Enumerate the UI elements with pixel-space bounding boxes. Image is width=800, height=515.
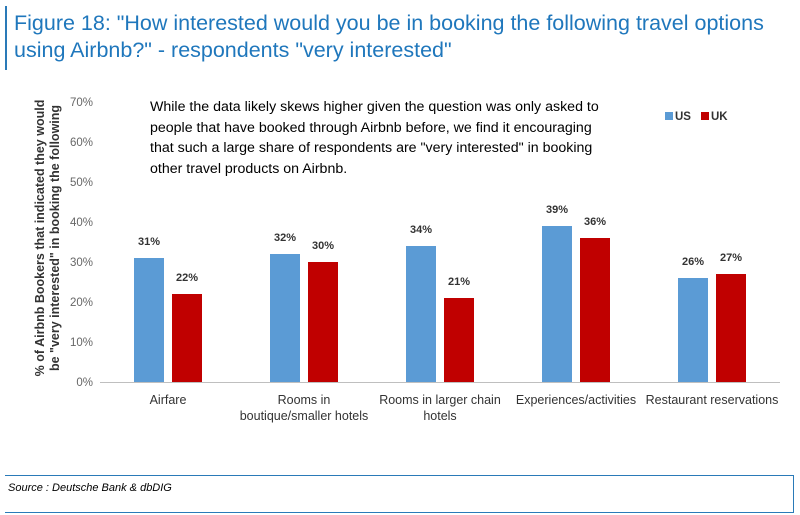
data-label-us: 39% [546,204,568,216]
source-note: Source : Deutsche Bank & dbDIG [8,482,172,494]
data-label-us: 32% [274,232,296,244]
bar-uk [444,298,474,382]
footer-frame-right [793,475,794,513]
bar-us [678,278,708,382]
footer-divider [5,475,794,476]
bar-us [406,246,436,382]
figure-title-line-1: Figure 18: "How interested would you be … [14,11,764,35]
data-label-us: 34% [410,224,432,236]
legend-swatch-us [665,112,673,120]
bar-us [270,254,300,382]
y-axis-title: be "very interested" in booking the foll… [48,105,62,371]
data-label-us: 31% [138,236,160,248]
x-category-label: boutique/smaller hotels [240,409,369,423]
data-label-uk: 30% [312,240,334,252]
footer-frame-bottom [5,512,794,513]
figure-title: Figure 18: "How interested would you be … [14,10,794,64]
y-tick-label: 0% [76,377,93,389]
y-axis-title: % of Airbnb Bookers that indicated they … [33,100,47,377]
legend-label-us: US [675,111,691,123]
data-label-uk: 27% [720,252,742,264]
x-category-label: Rooms in [278,393,331,407]
data-label-uk: 36% [584,216,606,228]
legend-label-uk: UK [711,111,728,123]
y-tick-label: 70% [70,97,93,109]
y-tick-label: 30% [70,257,93,269]
data-label-uk: 21% [448,276,470,288]
y-tick-label: 50% [70,177,93,189]
x-category-label: Restaurant reservations [646,393,779,407]
y-tick-label: 10% [70,337,93,349]
figure-title-line-2: using Airbnb?" - respondents "very inter… [14,38,452,62]
data-label-uk: 22% [176,272,198,284]
chart-annotation: While the data likely skews higher given… [150,99,599,177]
bar-uk [580,238,610,382]
legend-swatch-uk [701,112,709,120]
x-category-label: Rooms in larger chain [379,393,501,407]
bar-uk [716,274,746,382]
bar-chart: 0% 10% 20% 30% 40% 50% 60% 70% % of Airbnb Booke… [33,97,780,423]
bar-us [542,226,572,382]
y-tick-label: 20% [70,297,93,309]
y-tick-label: 40% [70,217,93,229]
y-tick-label: 60% [70,137,93,149]
x-category-label: Airfare [150,393,187,407]
title-frame-bar [5,6,7,70]
bar-uk [308,262,338,382]
bar-uk [172,294,202,382]
x-category-label: Experiences/activities [516,393,636,407]
data-label-us: 26% [682,256,704,268]
bar-us [134,258,164,382]
x-category-label: hotels [423,409,456,423]
